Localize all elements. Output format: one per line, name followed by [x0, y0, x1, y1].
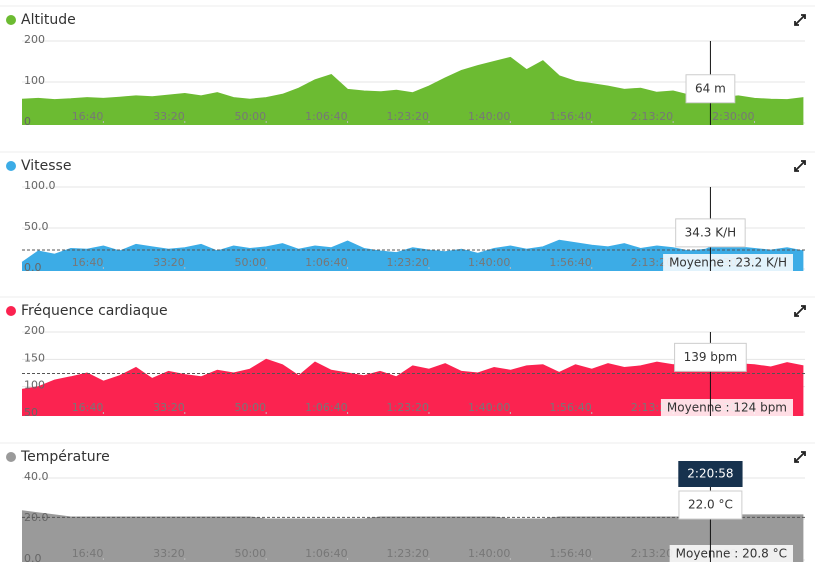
- cursor-time-text: 2:20:58: [687, 467, 733, 481]
- cursor-time-box: [678, 461, 743, 487]
- x-tick-label: 2:13:20: [631, 256, 673, 269]
- x-tick-label: 1:56:40: [549, 256, 591, 269]
- y-tick-label: 40.0: [24, 470, 49, 483]
- readout-tooltip: 139 bpm: [674, 342, 747, 372]
- legend-dot: [6, 15, 16, 25]
- readout-text: 64 m: [695, 81, 726, 95]
- chart-title: Altitude: [21, 12, 76, 28]
- y-tick-label: 200: [24, 33, 45, 46]
- x-tick-label: 1:40:00: [468, 110, 510, 123]
- readout-box: [674, 342, 747, 372]
- area-line: [21, 239, 804, 263]
- y-tick-label: 50.0: [24, 220, 49, 233]
- chart-panel: Vitesse 0.0 50.0 100.0 16:40 33:20 50:00 1:06:4…: [0, 151, 815, 274]
- x-tick-label: 1:23:20: [387, 256, 429, 269]
- x-tick-label: 1:40:00: [468, 256, 510, 269]
- x-tick-label: 1:56:40: [549, 110, 591, 123]
- readout-tooltip: 64 m: [685, 74, 736, 104]
- mean-label-text: Moyenne : 124 bpm: [667, 401, 787, 415]
- x-tick-label: 33:20: [153, 110, 185, 123]
- mean-label: Moyenne : 124 bpm: [660, 399, 793, 418]
- x-tick-label: 2:13:20: [631, 547, 673, 560]
- x-tick-label: 50:00: [234, 256, 266, 269]
- mean-label-box: [669, 545, 793, 564]
- x-tick-label: 16:40: [72, 256, 104, 269]
- x-tick-label: 16:40: [72, 401, 104, 414]
- y-tick-label: 150: [24, 351, 45, 364]
- y-tick-label: 50: [24, 406, 38, 419]
- cursor-time: 2:20:58: [678, 461, 743, 487]
- x-tick-label: 1:56:40: [549, 547, 591, 560]
- x-tick-label: 2:30:00: [712, 110, 754, 123]
- y-tick-label: 100.0: [24, 179, 56, 192]
- x-tick-label: 1:06:40: [305, 110, 347, 123]
- x-tick-label: 50:00: [234, 110, 266, 123]
- readout-text: 22.0 °C: [688, 498, 733, 512]
- chart-panel: Fréquence cardiaque 50 100 150 200 16:40 33:20…: [0, 296, 815, 419]
- x-tick-label: 1:23:20: [387, 547, 429, 560]
- x-tick-label: 50:00: [234, 401, 266, 414]
- readout-box: [678, 490, 743, 520]
- legend-dot: [6, 161, 16, 171]
- y-tick-label: 0.0: [24, 552, 42, 565]
- x-tick-label: 1:23:20: [387, 401, 429, 414]
- area-line: [21, 358, 804, 390]
- x-tick-label: 1:40:00: [468, 547, 510, 560]
- x-tick-label: 1:06:40: [305, 547, 347, 560]
- readout-text: 34.3 K/H: [685, 225, 736, 239]
- mean-label-text: Moyenne : 20.8 °C: [676, 547, 787, 561]
- x-tick-label: 33:20: [153, 547, 185, 560]
- chart-title: Température: [20, 449, 110, 465]
- expand-icon[interactable]: [794, 305, 806, 317]
- mean-label: Moyenne : 20.8 °C: [669, 545, 793, 564]
- expand-arrows: [794, 451, 806, 463]
- legend-dot: [6, 452, 16, 462]
- y-tick-label: 0.0: [24, 261, 42, 274]
- x-tick-label: 1:06:40: [305, 401, 347, 414]
- readout-tooltip: 22.0 °C: [678, 490, 743, 520]
- mean-label: Moyenne : 23.2 K/H: [663, 254, 793, 273]
- y-tick-label: 0: [24, 115, 31, 128]
- mean-label-box: [660, 399, 793, 418]
- chart-panel: Altitude 0 100 200 16:40 33:20 50:00 1:06:40 1:2…: [0, 5, 815, 128]
- readout-box: [675, 218, 746, 248]
- expand-arrows: [794, 160, 806, 172]
- mean-label-box: [663, 254, 793, 273]
- x-tick-label: 50:00: [234, 547, 266, 560]
- legend-dot: [6, 306, 16, 316]
- readout-text: 139 bpm: [684, 350, 738, 364]
- y-tick-label: 100: [24, 379, 45, 392]
- x-tick-label: 1:40:00: [468, 401, 510, 414]
- readout-tooltip: 34.3 K/H: [675, 218, 746, 248]
- x-tick-label: 16:40: [72, 110, 104, 123]
- x-tick-label: 2:13:20: [631, 110, 673, 123]
- chart-panel: Température 0.0 20.0 40.0 16:40 33:20 50:00 1:0…: [0, 442, 815, 565]
- expand-icon[interactable]: [794, 160, 806, 172]
- readout-box: [685, 74, 736, 104]
- area-line: [21, 56, 804, 101]
- x-tick-label: 16:40: [72, 547, 104, 560]
- mean-label-text: Moyenne : 23.2 K/H: [669, 256, 787, 270]
- area-fill: [22, 240, 804, 271]
- expand-icon[interactable]: [794, 14, 806, 26]
- x-tick-label: 1:06:40: [305, 256, 347, 269]
- x-tick-label: 1:23:20: [387, 110, 429, 123]
- area-fill: [22, 57, 804, 125]
- x-tick-label: 33:20: [153, 401, 185, 414]
- y-tick-label: 20.0: [24, 511, 49, 524]
- expand-icon[interactable]: [794, 451, 806, 463]
- x-tick-label: 1:56:40: [549, 401, 591, 414]
- y-tick-label: 200: [24, 324, 45, 337]
- expand-arrows: [794, 14, 806, 26]
- chart-title: Fréquence cardiaque: [21, 303, 168, 319]
- expand-arrows: [794, 305, 806, 317]
- x-tick-label: 33:20: [153, 256, 185, 269]
- chart-title: Vitesse: [21, 158, 71, 174]
- y-tick-label: 100: [24, 74, 45, 87]
- area-fill: [22, 510, 804, 562]
